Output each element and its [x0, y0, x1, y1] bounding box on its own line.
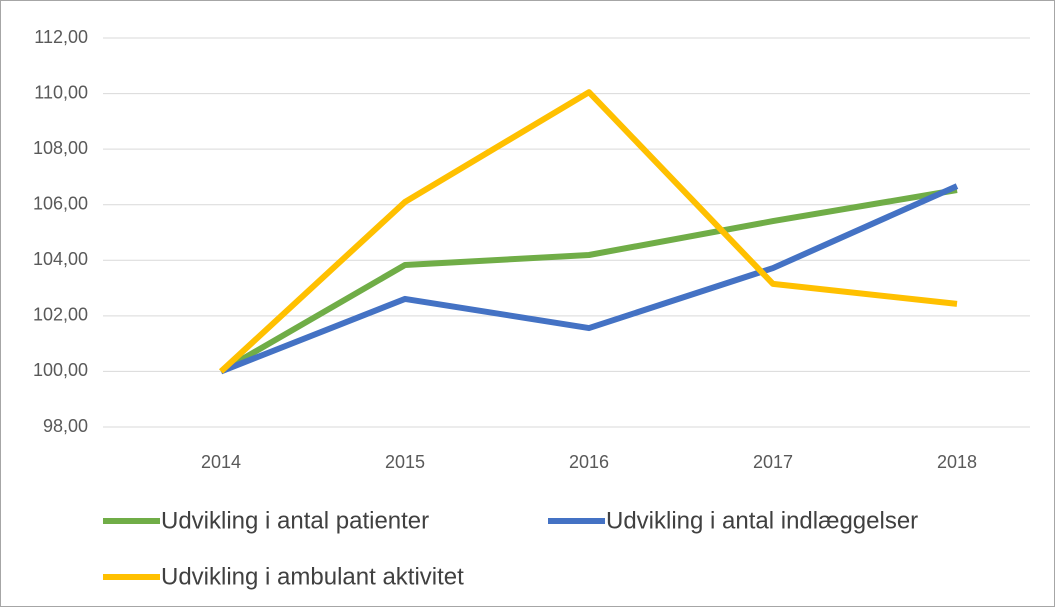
y-tick-label: 100,00	[33, 360, 88, 380]
series-line	[219, 183, 959, 375]
series-line	[218, 89, 958, 374]
y-tick-label: 102,00	[33, 305, 88, 325]
legend-label: Udvikling i ambulant aktivitet	[161, 563, 464, 590]
y-tick-label: 106,00	[33, 193, 88, 213]
x-tick-label: 2018	[937, 452, 977, 472]
legend-label: Udvikling i antal indlæggelser	[606, 507, 918, 534]
y-tick-label: 110,00	[34, 82, 88, 102]
y-tick-label: 98,00	[43, 416, 88, 436]
y-tick-label: 112,00	[34, 27, 88, 47]
x-tick-label: 2015	[385, 452, 425, 472]
legend-label: Udvikling i antal patienter	[161, 507, 429, 534]
series-line	[219, 187, 958, 375]
x-tick-label: 2017	[753, 452, 793, 472]
y-tick-label: 108,00	[33, 138, 88, 158]
x-tick-label: 2014	[201, 452, 241, 472]
x-tick-label: 2016	[569, 452, 609, 472]
y-tick-label: 104,00	[33, 249, 88, 269]
